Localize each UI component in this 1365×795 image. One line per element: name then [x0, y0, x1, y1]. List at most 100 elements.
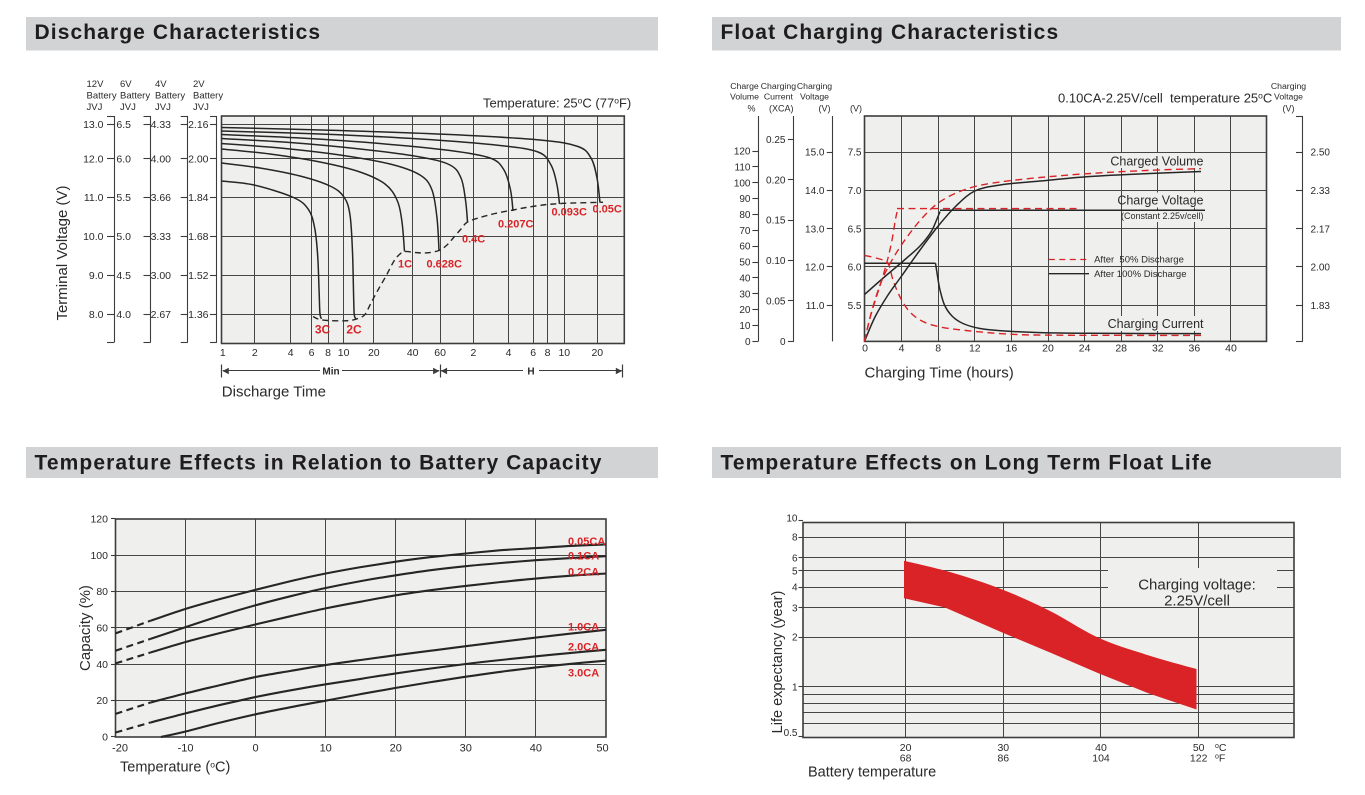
- svg-text:0.207C: 0.207C: [498, 219, 534, 231]
- svg-text:12V: 12V: [87, 79, 105, 90]
- svg-text:20: 20: [368, 347, 380, 359]
- svg-text:2: 2: [792, 633, 798, 644]
- svg-text:6V: 6V: [120, 79, 132, 90]
- svg-text:36: 36: [1189, 343, 1201, 355]
- svg-text:3C: 3C: [315, 323, 331, 337]
- svg-text:5.5: 5.5: [116, 192, 131, 204]
- svg-text:6.0: 6.0: [116, 154, 131, 166]
- svg-text:(V): (V): [1283, 104, 1295, 114]
- svg-text:60: 60: [96, 623, 108, 635]
- svg-text:6: 6: [792, 553, 798, 564]
- svg-text:120: 120: [90, 514, 108, 526]
- svg-text:1.0CA: 1.0CA: [568, 622, 599, 634]
- svg-text:1.36: 1.36: [188, 309, 209, 321]
- svg-text:68: 68: [900, 753, 912, 765]
- svg-text:8: 8: [545, 347, 551, 359]
- svg-text:90: 90: [739, 194, 751, 205]
- svg-text:100: 100: [90, 550, 108, 562]
- svg-text:30: 30: [460, 743, 472, 755]
- svg-text:Life expectancy (year): Life expectancy (year): [770, 591, 786, 734]
- svg-text:JVJ: JVJ: [120, 102, 136, 113]
- svg-text:6: 6: [309, 347, 315, 359]
- svg-text:Min: Min: [322, 367, 339, 378]
- svg-text:3.00: 3.00: [151, 270, 172, 282]
- svg-text:Temperature: 25oC (77oF): Temperature: 25oC (77oF): [483, 96, 631, 111]
- svg-text:13.0: 13.0: [83, 119, 104, 131]
- svg-text:100: 100: [734, 178, 751, 189]
- svg-text:0.2CA: 0.2CA: [568, 567, 599, 579]
- svg-text:86: 86: [997, 753, 1009, 765]
- svg-text:Current: Current: [764, 92, 794, 102]
- svg-text:8: 8: [935, 343, 941, 355]
- svg-text:After 50% Discharge: After 50% Discharge: [1094, 255, 1184, 266]
- svg-text:10: 10: [739, 321, 751, 332]
- svg-text:60: 60: [739, 242, 751, 253]
- svg-text:4.0: 4.0: [116, 309, 131, 321]
- svg-text:40: 40: [96, 659, 108, 671]
- svg-text:1.84: 1.84: [188, 192, 209, 204]
- svg-text:1.52: 1.52: [188, 270, 209, 282]
- svg-text:4: 4: [899, 343, 905, 355]
- svg-text:Float Charging Characteristics: Float Charging Characteristics: [721, 21, 1060, 44]
- svg-text:1C: 1C: [398, 259, 412, 271]
- svg-text:10: 10: [338, 347, 350, 359]
- svg-text:11.0: 11.0: [806, 301, 825, 312]
- svg-text:0.628C: 0.628C: [427, 259, 463, 271]
- svg-text:40: 40: [1095, 742, 1107, 754]
- svg-text:3: 3: [792, 603, 798, 614]
- svg-text:5: 5: [792, 567, 798, 578]
- svg-text:Charging: Charging: [797, 81, 832, 91]
- svg-text:20: 20: [591, 347, 603, 359]
- svg-text:40: 40: [530, 743, 542, 755]
- svg-text:1.68: 1.68: [188, 231, 209, 243]
- svg-text:2.67: 2.67: [151, 309, 172, 321]
- svg-text:7.5: 7.5: [848, 148, 862, 159]
- svg-text:12: 12: [969, 343, 981, 355]
- svg-text:0: 0: [745, 337, 751, 348]
- svg-text:40: 40: [739, 274, 751, 285]
- svg-text:1.83: 1.83: [1311, 301, 1331, 312]
- svg-text:(V): (V): [819, 104, 831, 114]
- svg-text:20: 20: [1042, 343, 1054, 355]
- svg-text:4: 4: [792, 583, 798, 594]
- svg-text:0: 0: [102, 732, 108, 744]
- svg-text:20: 20: [390, 743, 402, 755]
- svg-text:50: 50: [596, 743, 608, 755]
- svg-text:Temperature Effects in Relatio: Temperature Effects in Relation to Batte…: [35, 452, 603, 475]
- svg-text:12.0: 12.0: [83, 154, 104, 166]
- svg-text:120: 120: [734, 147, 751, 158]
- svg-text:0.25: 0.25: [766, 135, 786, 146]
- svg-text:4V: 4V: [155, 79, 167, 90]
- svg-text:Battery temperature: Battery temperature: [808, 765, 936, 781]
- svg-text:2.16: 2.16: [188, 119, 209, 131]
- svg-text:Temperature Effects on Long Te: Temperature Effects on Long Term Float L…: [721, 452, 1213, 475]
- svg-text:0.1CA: 0.1CA: [568, 551, 599, 563]
- svg-text:Charging Current: Charging Current: [1108, 317, 1204, 331]
- svg-text:2.33: 2.33: [1311, 186, 1331, 197]
- svg-text:0.05C: 0.05C: [593, 204, 622, 216]
- svg-text:1: 1: [792, 683, 798, 694]
- svg-text:H: H: [527, 367, 534, 378]
- svg-text:9.0: 9.0: [89, 270, 104, 282]
- svg-text:Battery: Battery: [193, 91, 223, 102]
- svg-text:JVJ: JVJ: [155, 102, 171, 113]
- svg-text:Battery: Battery: [120, 91, 150, 102]
- svg-text:50: 50: [1193, 742, 1205, 754]
- svg-text:-20: -20: [112, 743, 128, 755]
- svg-text:12.0: 12.0: [805, 263, 825, 274]
- svg-text:40: 40: [1225, 343, 1237, 355]
- svg-text:8: 8: [792, 533, 798, 544]
- svg-text:0: 0: [862, 343, 868, 355]
- svg-text:4: 4: [288, 347, 294, 359]
- svg-text:2.00: 2.00: [1311, 263, 1331, 274]
- svg-text:oF: oF: [1215, 753, 1225, 765]
- svg-text:JVJ: JVJ: [87, 102, 103, 113]
- svg-text:2.00: 2.00: [188, 154, 209, 166]
- svg-text:104: 104: [1092, 753, 1110, 765]
- svg-text:Voltage: Voltage: [1274, 92, 1303, 102]
- svg-text:0.05: 0.05: [766, 297, 786, 308]
- svg-text:28: 28: [1115, 343, 1127, 355]
- svg-text:2: 2: [252, 347, 258, 359]
- svg-text:110: 110: [735, 162, 751, 173]
- svg-text:4: 4: [506, 347, 512, 359]
